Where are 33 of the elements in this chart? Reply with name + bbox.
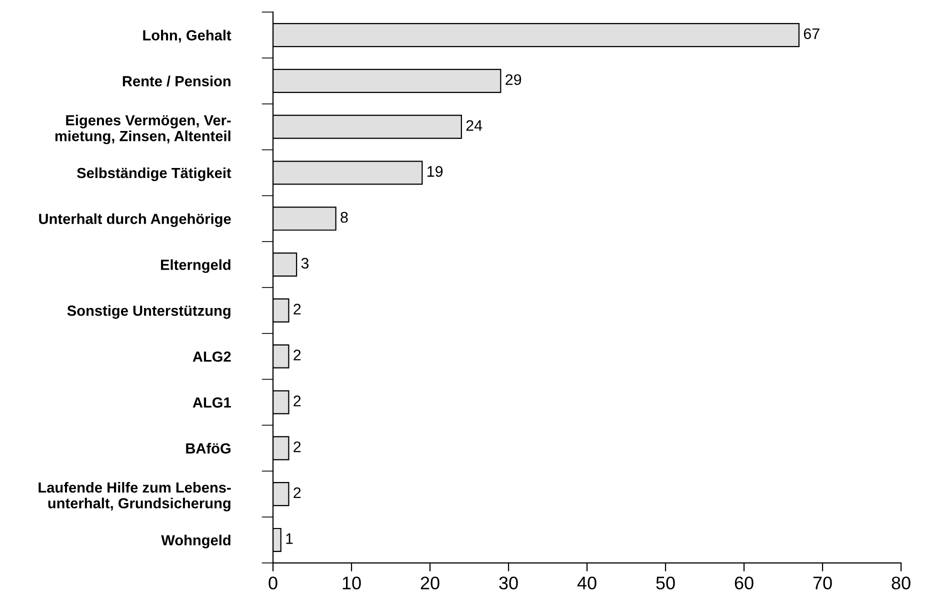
data-label: 2 [294, 304, 301, 314]
y-tick-label: Wohngeld [161, 534, 230, 548]
x-tick-label: 0 [268, 576, 278, 590]
x-tick-label: 80 [892, 576, 910, 590]
x-tick-label: 60 [734, 576, 754, 590]
y-tick-label: Eigenes Vermögen, Ver- mietung, Zinsen, Altenteil [55, 114, 231, 144]
data-label: 2 [294, 441, 301, 452]
data-label: 19 [427, 166, 443, 177]
x-tick-label: 50 [656, 576, 675, 590]
y-tick-label: Elterngeld [161, 259, 230, 273]
x-tick-label: 20 [420, 576, 440, 590]
x-tick-label: 10 [342, 576, 361, 590]
data-label: 2 [294, 487, 301, 498]
x-tick-label: 70 [813, 576, 832, 590]
y-tick-label: Lohn, Gehalt [143, 30, 232, 43]
data-label: 67 [804, 28, 820, 40]
y-tick-label: Laufende Hilfe zum Lebens- unterhalt, Grundsicherung [38, 482, 231, 512]
data-label: 2 [294, 350, 301, 360]
y-tick-label: Unterhalt durch Angehörige [39, 213, 231, 228]
y-tick-label: Sonstige Unterstützung [67, 305, 230, 319]
y-tick-label: ALG2 [192, 351, 231, 362]
data-label: 8 [340, 212, 348, 223]
data-label: 3 [301, 258, 309, 269]
y-tick-label: BAföG [186, 442, 230, 454]
data-label: 2 [294, 396, 301, 406]
y-tick-label: ALG1 [192, 397, 231, 408]
data-label: 1 [286, 533, 293, 544]
y-tick-label: Selbständige Tätigkeit [76, 167, 232, 182]
y-tick-label: Rente / Pension [122, 76, 230, 87]
data-label: 24 [466, 120, 482, 131]
x-tick-label: 40 [577, 576, 596, 590]
data-label: 29 [506, 74, 522, 86]
x-tick-label: 30 [499, 576, 518, 590]
